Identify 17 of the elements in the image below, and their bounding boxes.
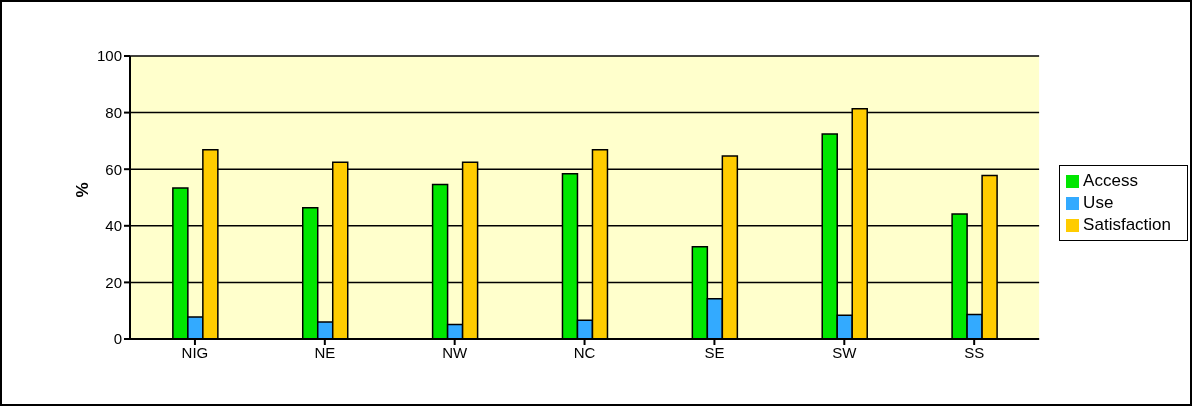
y-tick-label: 60 [105,160,122,178]
y-tick-label: 20 [105,273,122,291]
x-tick-label: NC [573,343,596,361]
y-tick-label: 100 [96,47,122,65]
legend-label: Satisfaction [1083,215,1171,234]
y-tick-label: 0 [113,330,122,348]
y-axis-title: % [73,182,93,198]
y-tick-label: 80 [105,103,122,121]
x-tick-label: SW [832,343,858,361]
x-tick-label: NW [442,343,469,361]
x-tick-label: SS [964,343,985,361]
x-tick-label: NE [314,343,336,361]
x-tick-label: NIG [181,343,209,361]
legend-label: Use [1083,193,1114,212]
y-tick-label: 40 [105,217,122,235]
legend-label: Access [1083,171,1138,190]
x-tick-label: SE [704,343,725,361]
